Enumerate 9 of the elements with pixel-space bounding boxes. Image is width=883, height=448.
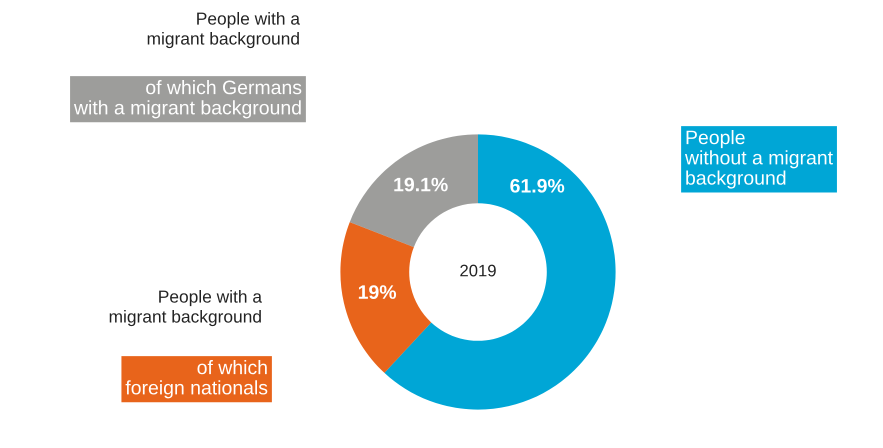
text: People with a migrant background: [110, 290, 262, 326]
data-label: 61.9%: [510, 178, 564, 193]
slice-label: of which Germans with a migrant background: [74, 80, 302, 118]
text: 2019: [460, 264, 496, 276]
data-label: 19.1%: [394, 178, 448, 192]
slice-label: of which foreign nationals: [126, 360, 268, 398]
text: People with a migrant background: [148, 12, 300, 48]
data-label: 19%: [358, 285, 396, 299]
slice-label: People without a migrant background: [684, 130, 833, 189]
